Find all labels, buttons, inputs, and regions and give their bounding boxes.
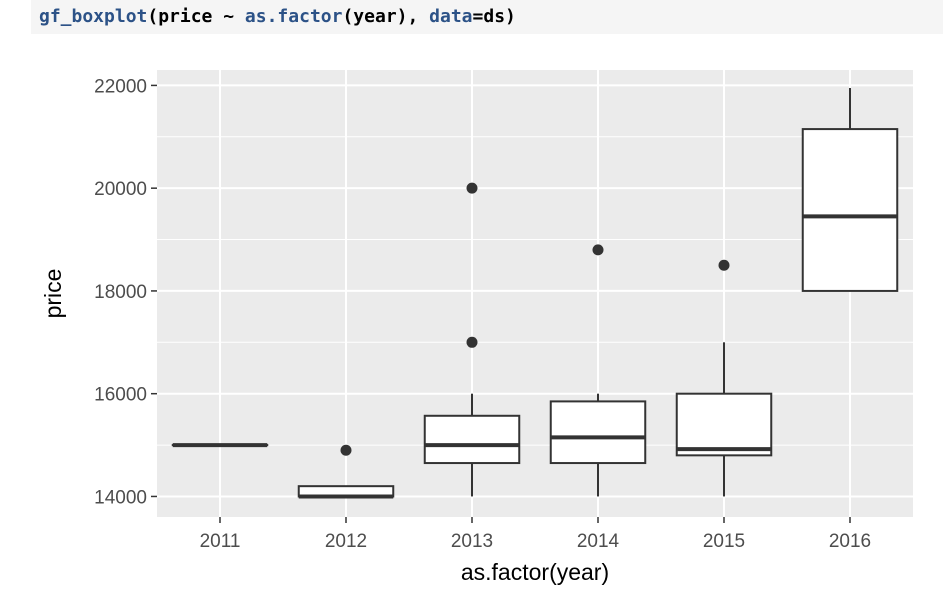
axis-ticks: 14000 16000 18000 20000 22000 2011 2012 2013 201…	[94, 76, 871, 552]
y-tick-label: 20000	[94, 179, 147, 200]
code-text: =ds)	[472, 6, 516, 27]
data-arg: data	[429, 6, 473, 27]
x-tick-label: 2011	[200, 531, 241, 552]
outlier-point	[592, 244, 604, 256]
outlier-point	[340, 444, 352, 456]
x-tick-label: 2016	[829, 531, 871, 552]
y-tick-label: 14000	[94, 487, 147, 508]
box-2015	[675, 259, 773, 497]
x-tick-label: 2012	[325, 531, 367, 552]
iqr-box	[423, 414, 521, 465]
function-name: gf_boxplot	[39, 6, 148, 27]
x-tick-label: 2013	[451, 531, 493, 552]
y-tick-label: 18000	[94, 282, 147, 303]
plot-panel	[157, 70, 913, 517]
box-2012	[297, 444, 395, 499]
x-tick-label: 2015	[703, 531, 745, 552]
iqr-box	[675, 392, 773, 457]
code-line: gf_boxplot(price ~ as.factor(year), data…	[31, 0, 943, 34]
x-axis-title: as.factor(year)	[461, 559, 609, 585]
outlier-point	[718, 259, 730, 271]
outlier-point	[466, 336, 478, 348]
box-group	[171, 87, 899, 499]
box-2014	[549, 244, 647, 497]
outlier-point	[466, 182, 478, 194]
code-text: (year),	[342, 6, 430, 27]
iqr-box	[549, 400, 647, 465]
y-tick-label: 16000	[94, 385, 147, 406]
box-2016	[801, 87, 899, 292]
x-tick-label: 2014	[577, 531, 620, 552]
code-text: (price ~	[147, 6, 245, 27]
iqr-box	[801, 128, 899, 292]
y-axis-title: price	[40, 269, 66, 319]
factor-function: as.factor	[244, 6, 343, 27]
y-tick-label: 22000	[94, 76, 147, 97]
box-2013	[423, 182, 521, 497]
